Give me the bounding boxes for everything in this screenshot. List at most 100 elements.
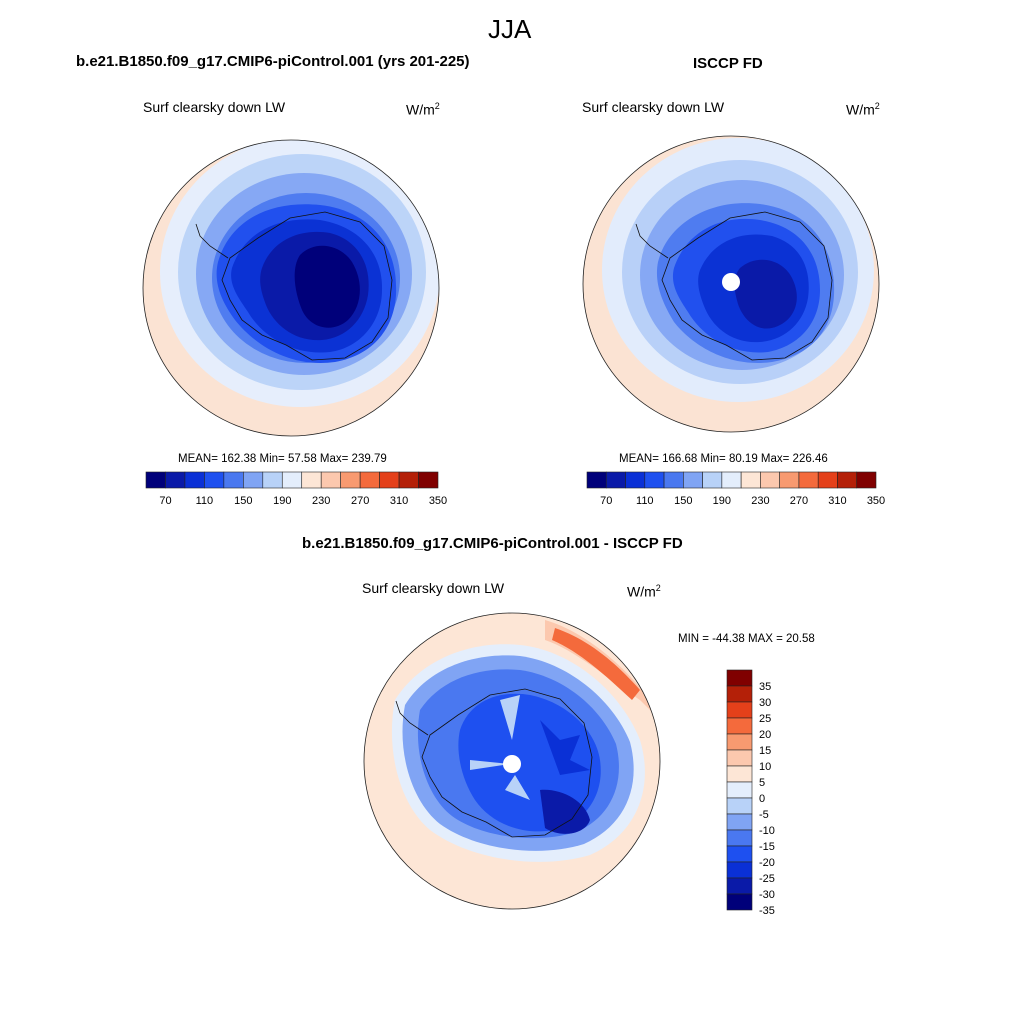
colorbar-swatch <box>301 471 322 489</box>
colorbar-swatch <box>837 471 858 489</box>
colorbar-tick-label: -30 <box>759 889 775 901</box>
colorbar-swatch <box>184 471 205 489</box>
units-exponent: 2 <box>434 101 440 111</box>
panel-title-model: b.e21.B1850.f09_g17.CMIP6-piControl.001 … <box>76 53 470 70</box>
colorbar-swatch <box>760 471 780 489</box>
colorbar-swatch <box>726 845 753 863</box>
units-label-model: W/m2 <box>406 101 440 118</box>
stats-model: MEAN= 162.38 Min= 57.58 Max= 239.79 <box>178 453 387 465</box>
units-text: W/m <box>406 101 435 118</box>
main-title: JJA <box>488 14 532 44</box>
colorbar-tick-label: 310 <box>828 495 846 507</box>
colorbar-tick-label: 190 <box>273 495 291 507</box>
colorbar-swatch <box>779 471 800 489</box>
colorbar-tick-label: -15 <box>759 841 775 853</box>
colorbar-swatch <box>726 749 753 767</box>
variable-label-model: Surf clearsky down LW <box>143 99 286 115</box>
colorbar-swatch <box>359 471 380 489</box>
antarctic-peninsula-coastline <box>195 223 229 259</box>
colorbar-swatch <box>605 471 626 489</box>
antarctica-coastline <box>221 211 393 361</box>
colorbar-swatch <box>856 471 877 489</box>
colorbar-swatch <box>726 733 753 751</box>
colorbar-swatch <box>398 471 419 489</box>
colorbar-swatch <box>817 471 838 489</box>
polar-map-obs <box>583 136 879 432</box>
colorbar-swatch <box>379 471 400 489</box>
map-contour-band <box>734 259 797 329</box>
colorbar-tick-label: 25 <box>759 713 771 725</box>
pole-missing-data <box>722 273 740 291</box>
colorbar-tick-label: -5 <box>759 809 769 821</box>
colorbar-tick-label: -35 <box>759 905 775 917</box>
colorbar-tick-label: 270 <box>351 495 369 507</box>
map-border-diff <box>363 612 661 910</box>
map-border-model <box>142 139 440 437</box>
colorbar-swatch <box>726 797 753 815</box>
colorbar-tick-label: 70 <box>600 495 612 507</box>
colorbar-swatch <box>340 471 361 489</box>
colorbar-swatch <box>798 471 819 489</box>
colorbar-swatch <box>243 471 264 489</box>
stats-diff: MIN = -44.38 MAX = 20.58 <box>678 633 815 645</box>
units-label-diff: W/m2 <box>627 583 661 600</box>
colorbar-obs: 70 110 150 190 230 270 310 350 <box>586 471 885 507</box>
map-contour-band <box>470 695 530 800</box>
variable-label-obs: Surf clearsky down LW <box>582 99 725 115</box>
polar-map-model <box>143 140 439 436</box>
colorbar-tick-label: 0 <box>759 793 765 805</box>
colorbar-tick-label: 270 <box>790 495 808 507</box>
map-contour-band <box>552 628 640 700</box>
colorbar-swatch <box>726 701 753 719</box>
colorbar-swatch <box>726 669 753 687</box>
antarctic-peninsula-coastline <box>395 700 429 736</box>
colorbar-swatch <box>586 471 607 489</box>
colorbar-tick-label: 10 <box>759 761 771 773</box>
units-exponent: 2 <box>655 583 661 593</box>
colorbar-swatch <box>726 829 753 847</box>
antarctica-coastline <box>421 688 593 838</box>
stats-obs: MEAN= 166.68 Min= 80.19 Max= 226.46 <box>619 453 828 465</box>
colorbar-swatch <box>663 471 684 489</box>
colorbar-tick-label: 15 <box>759 745 771 757</box>
colorbar-tick-label: 30 <box>759 697 771 709</box>
colorbar-swatch <box>223 471 244 489</box>
panel-title-obs: ISCCP FD <box>693 55 763 72</box>
colorbar-swatch <box>726 813 753 831</box>
colorbar-swatch <box>726 877 753 895</box>
antarctica-coastline <box>661 211 833 361</box>
units-exponent: 2 <box>874 101 880 111</box>
panel-title-diff: b.e21.B1850.f09_g17.CMIP6-piControl.001 … <box>302 535 683 552</box>
colorbar-tick-label: 230 <box>312 495 330 507</box>
colorbar-swatch <box>726 781 753 799</box>
colorbar-tick-label: 110 <box>196 495 214 507</box>
colorbar-tick-label: -10 <box>759 825 775 837</box>
colorbar-swatch <box>683 471 703 489</box>
colorbar-tick-label: 150 <box>234 495 252 507</box>
colorbar-swatch <box>262 471 283 489</box>
colorbar-tick-label: 150 <box>674 495 692 507</box>
map-contour-band <box>540 789 590 834</box>
units-label-obs: W/m2 <box>846 101 880 118</box>
colorbar-tick-label: 20 <box>759 729 771 741</box>
colorbar-tick-label: 310 <box>390 495 408 507</box>
pole-missing-data <box>503 755 521 773</box>
colorbar-swatch <box>721 471 742 489</box>
units-text: W/m <box>846 101 875 118</box>
colorbar-diff: 35 30 25 20 15 10 5 0 -5 -10 -15 -20 -25 -30 -35 <box>726 669 775 917</box>
map-border-obs <box>582 135 880 433</box>
variable-label-diff: Surf clearsky down LW <box>362 580 505 596</box>
colorbar-model: 70 110 150 190 230 270 310 350 <box>145 471 447 507</box>
colorbar-swatch <box>165 471 186 489</box>
colorbar-tick-label: -25 <box>759 873 775 885</box>
colorbar-swatch <box>726 765 753 783</box>
colorbar-tick-label: 350 <box>429 495 447 507</box>
colorbar-swatch <box>625 471 646 489</box>
colorbar-swatch <box>145 471 166 489</box>
colorbar-swatch <box>281 471 303 489</box>
colorbar-swatch <box>644 471 665 489</box>
colorbar-swatch <box>702 471 723 489</box>
polar-map-diff <box>364 613 660 909</box>
map-contour-band <box>540 720 590 775</box>
